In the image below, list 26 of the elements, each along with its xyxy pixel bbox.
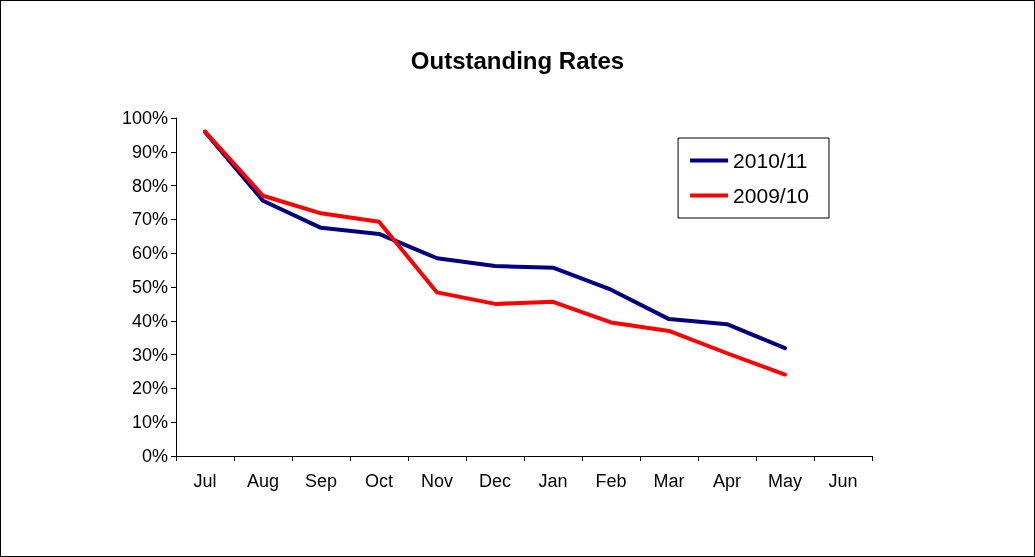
y-tick-label: 60% (131, 243, 168, 264)
legend-label: 2010/11 (733, 149, 808, 172)
x-tick-label: Jul (193, 471, 217, 491)
legend-label: 2009/10 (733, 184, 810, 207)
y-tick-label: 20% (131, 378, 168, 399)
x-tick-label: Nov (420, 471, 454, 491)
y-tick-label: 100% (121, 108, 168, 128)
x-tick-label: Jun (828, 471, 858, 491)
x-tick-label: May (767, 471, 803, 491)
x-tick-label: Aug (246, 471, 280, 491)
y-tick-label: 40% (131, 310, 168, 331)
y-tick-label: 30% (131, 344, 168, 365)
x-tick-label: Mar (653, 471, 685, 491)
x-tick-label: Feb (595, 471, 627, 491)
x-tick-label: Sep (304, 471, 338, 491)
y-tick-label: 70% (131, 209, 168, 230)
y-tick-label: 90% (131, 141, 168, 162)
chart-title: Outstanding Rates (410, 46, 625, 74)
x-tick-label: Apr (712, 471, 742, 491)
y-tick-label: 10% (131, 412, 168, 433)
x-tick-label: Jan (538, 471, 568, 491)
y-tick-label: 0% (141, 446, 168, 466)
y-tick-label: 50% (131, 277, 168, 297)
x-tick-label: Dec (478, 471, 512, 491)
y-tick-label: 80% (131, 175, 168, 196)
x-tick-label: Oct (364, 471, 394, 491)
